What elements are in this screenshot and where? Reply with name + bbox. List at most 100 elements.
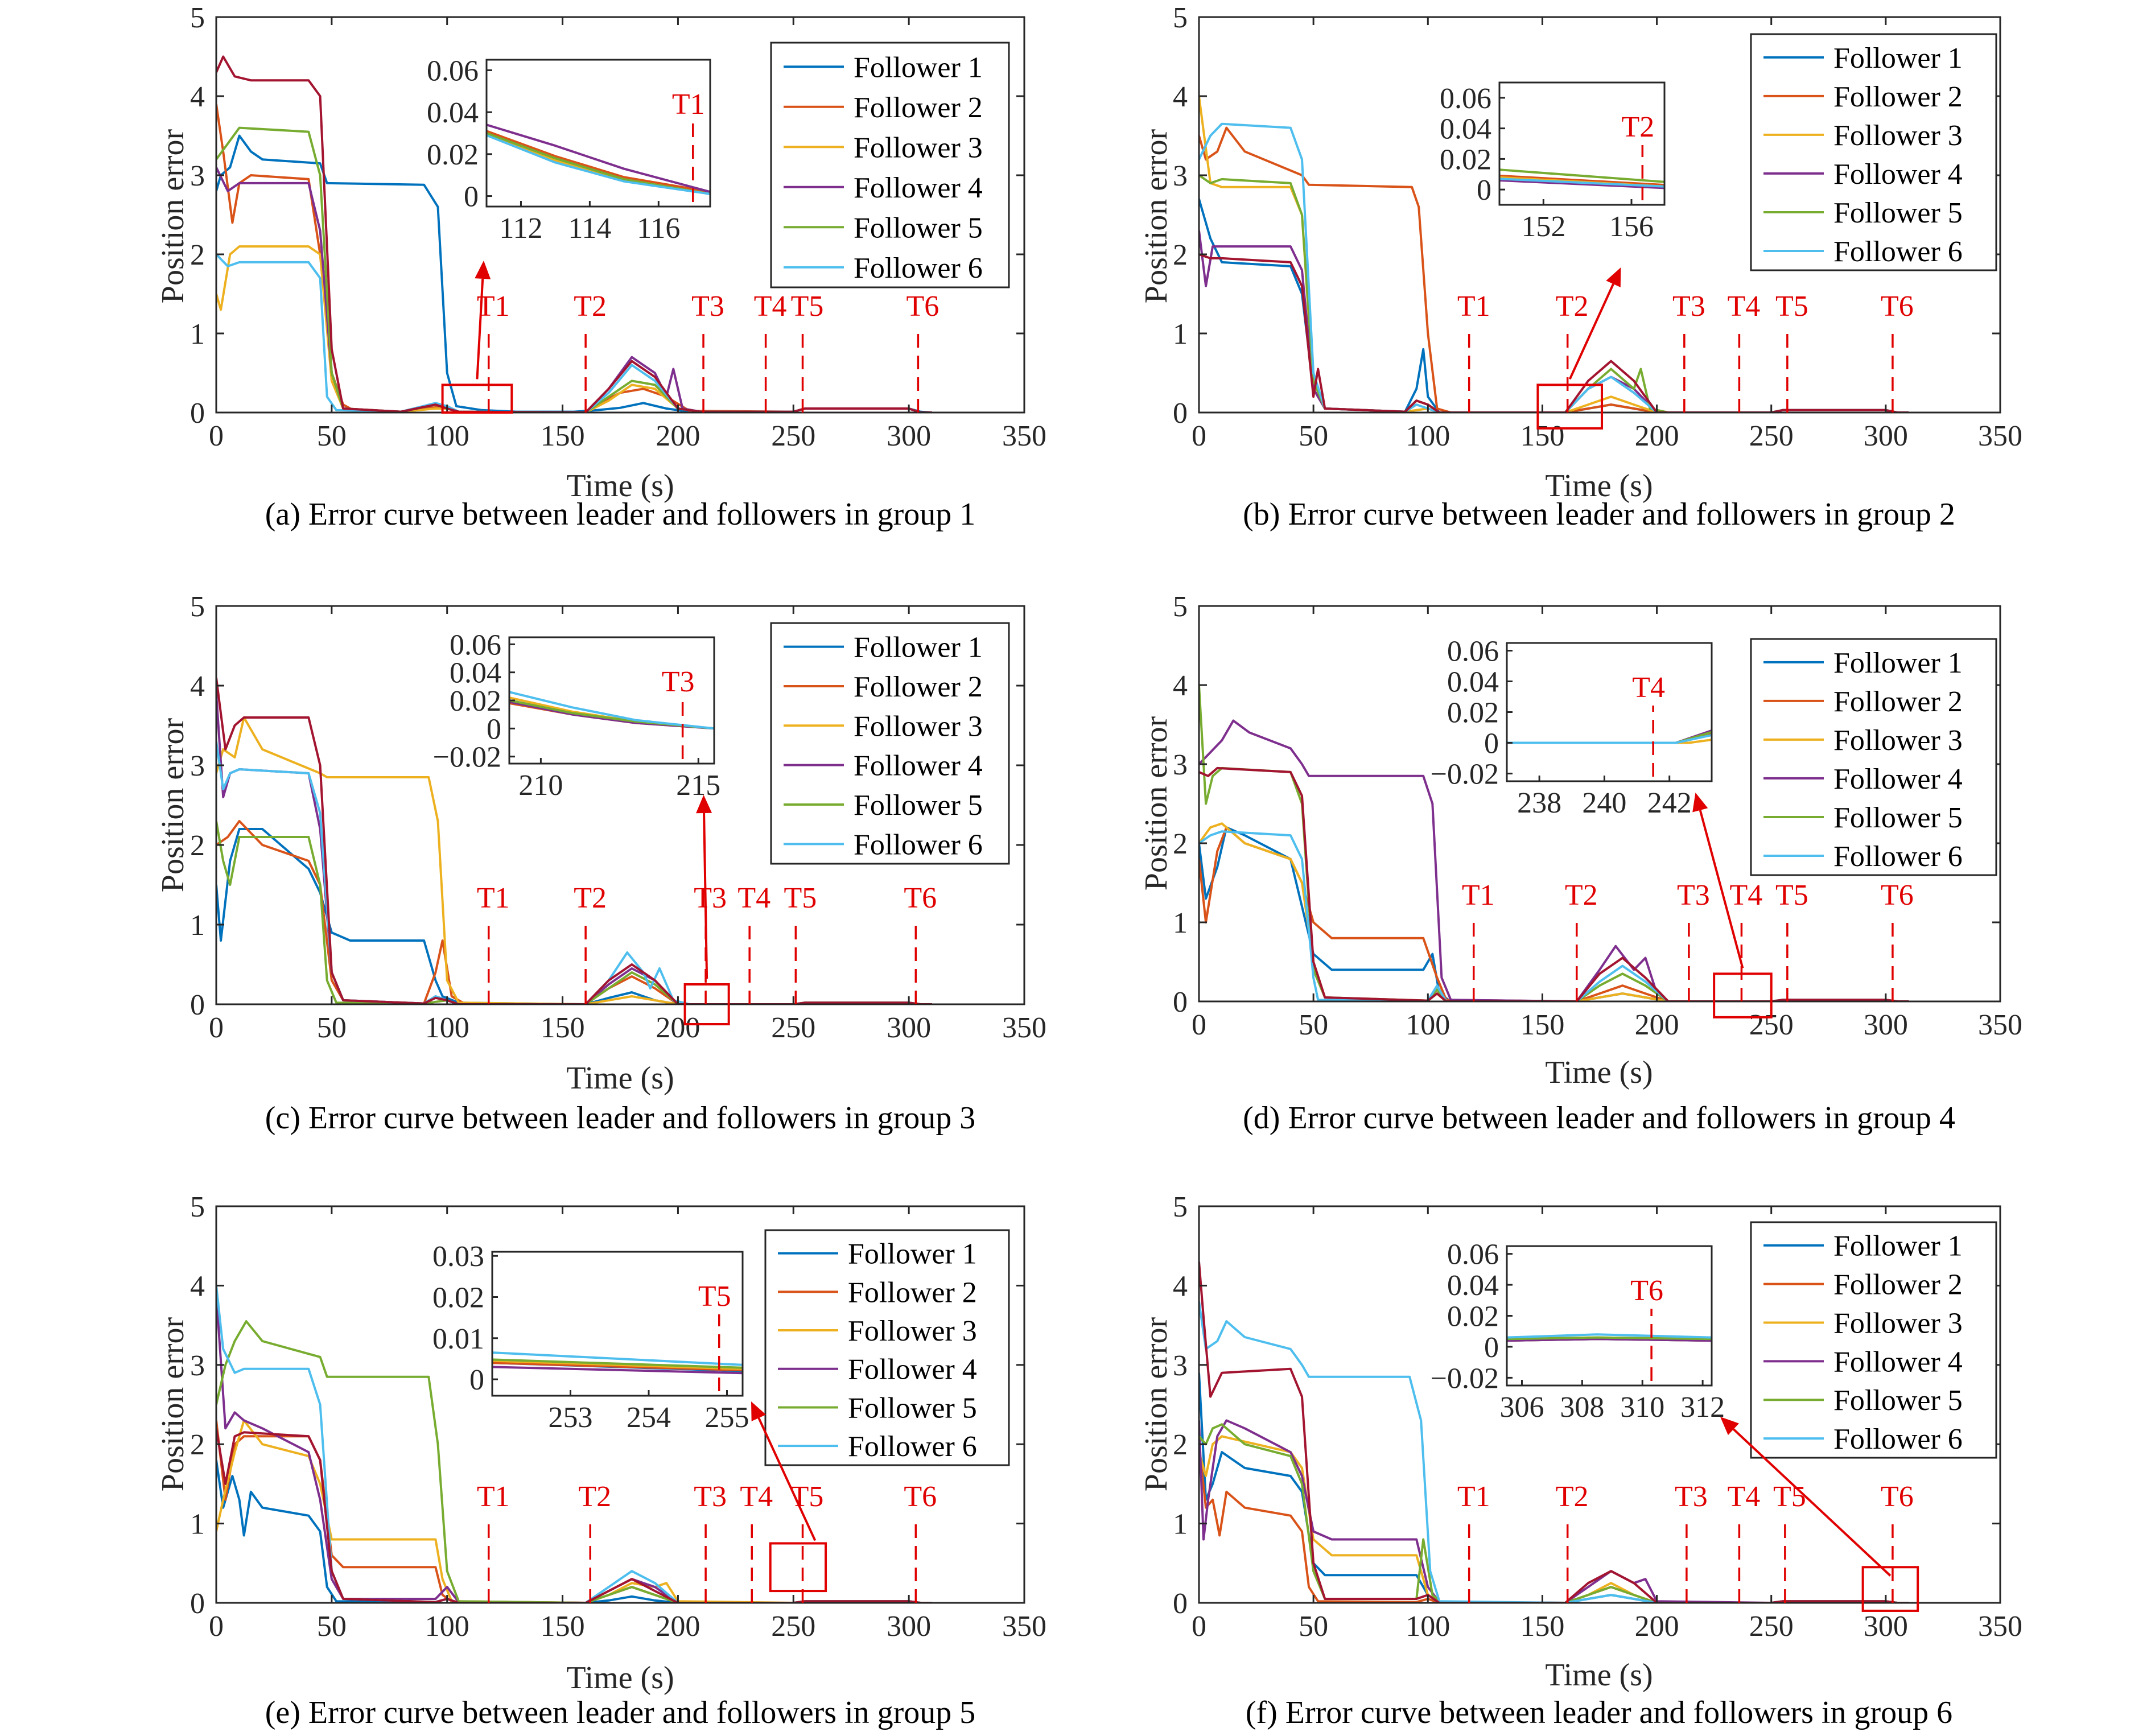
legend-label-6: Follower 6 [854,828,983,861]
inset-series-group [509,691,714,730]
legend-label-6: Follower 6 [1833,1423,1963,1455]
inset-y-tick-label: 0.02 [1447,1301,1499,1333]
marker-label-t1: T1 [1462,879,1495,912]
y-tick-label: 2 [190,1429,205,1461]
inset-y-tick-label: 0.06 [1440,83,1491,115]
subplot-caption: (b) Error curve between leader and follo… [1243,497,1955,532]
y-tick-label: 5 [190,1191,205,1223]
inset-x-tick-label: 312 [1680,1391,1725,1424]
subplot-caption: (d) Error curve between leader and follo… [1243,1100,1955,1136]
inset-series-group [492,1351,743,1375]
inset-series-line-6 [509,691,714,730]
marker-label-t2: T2 [1565,879,1598,912]
inset-y-tick-label: 0.04 [450,657,501,690]
inset-x-tick-label: 112 [499,212,542,245]
inset-x-tick-label: 156 [1609,211,1654,243]
series-line-6 [216,741,932,1004]
inset-background [487,60,710,207]
legend-label-3: Follower 3 [1833,1307,1963,1339]
series-line-7 [1199,253,1909,413]
inset-x-tick-label: 238 [1517,787,1561,819]
x-tick-label: 200 [656,1012,700,1044]
legend-label-6: Follower 6 [848,1430,977,1463]
y-tick-label: 5 [190,2,205,34]
marker-label-t1: T1 [1457,1481,1490,1513]
x-tick-label: 0 [209,1610,224,1643]
marker-label-t4: T4 [740,1481,773,1513]
x-tick-label: 150 [1520,1610,1564,1643]
subplot-5: 0 50 100 150 200 250 300 350 0 1 2 3 4 5 Time (s) Posit… [155,1191,1046,1730]
marker-label-t5: T5 [1775,290,1808,323]
inset-series-line-5 [1507,1336,1712,1341]
legend-label-1: Follower 1 [854,632,983,664]
x-axis-title: Time (s) [566,1660,674,1696]
zoom-arrow-line [757,1417,817,1541]
y-axis-title: Position error [155,1317,191,1491]
y-tick-label: 2 [190,239,205,271]
inset-x-tick-label: 242 [1647,787,1692,819]
legend-label-2: Follower 2 [854,92,983,124]
subplot-caption: (e) Error curve between leader and follo… [265,1695,976,1730]
marker-label-t4: T4 [1728,1481,1761,1513]
x-axis-title: Time (s) [566,468,674,504]
inset-x-tick-label: 255 [705,1401,749,1434]
inset-y-tick-label: 0 [1477,174,1491,207]
y-tick-label: 5 [190,591,205,623]
zoom-arrow-line [1699,810,1744,968]
axes-frame [1198,605,2001,1003]
x-tick-label: 150 [541,1012,585,1044]
x-tick-label: 0 [1192,1610,1206,1643]
inset-marker-label: T2 [1621,111,1654,143]
y-axis-title: Position error [1139,1317,1174,1491]
legend-label-1: Follower 1 [848,1238,977,1271]
inset-y-tick-label: 0.02 [450,685,501,718]
inset-y-tick-label: 0 [487,713,501,745]
inset-y-tick-label: 0 [464,181,479,213]
marker-label-t5: T5 [784,882,817,914]
y-tick-label: 3 [190,1350,205,1382]
marker-label-t6: T6 [1881,879,1914,912]
x-tick-label: 100 [1406,1009,1450,1041]
inset-series-line-2 [487,130,710,193]
y-tick-label: 1 [1173,1508,1188,1541]
y-tick-label: 4 [190,81,205,113]
legend-label-1: Follower 1 [1833,42,1963,75]
x-tick-label: 300 [887,420,931,452]
inset-y-tick-label: 0.06 [450,629,501,661]
subplot-caption: (f) Error curve between leader and follo… [1246,1695,1952,1730]
inset-series-line-4 [492,1366,743,1375]
x-tick-label: 50 [1299,1009,1328,1041]
y-axis-title: Position error [1139,129,1174,303]
subplot-6: 0 50 100 150 200 250 300 350 0 1 2 3 4 5 Time (s) Posit… [1139,1191,2022,1730]
marker-label-t5: T5 [791,290,824,323]
zoom-region-box [683,983,730,1025]
legend-label-4: Follower 4 [854,172,983,204]
marker-label-t6: T6 [906,290,939,323]
subplot-3: 0 50 100 150 200 250 300 350 0 1 2 3 4 5 Time (s) Posit… [155,591,1046,1136]
inset-y-tick-label: 0.06 [1447,636,1499,668]
inset-y-tick-label: 0.06 [1447,1239,1499,1271]
marker-label-t2: T2 [1556,290,1589,323]
x-axis-title: Time (s) [1545,1657,1653,1693]
legend-box [1750,1221,1997,1459]
inset-series-group [1499,168,1664,189]
x-tick-label: 250 [1749,420,1794,452]
inset-series-group [487,123,710,195]
x-tick-label: 50 [1299,1610,1328,1643]
axes-frame [1198,1205,2001,1604]
series-line-2 [1199,1444,1909,1603]
y-tick-label: 1 [190,318,205,351]
marker-label-t2: T2 [574,882,607,914]
y-tick-label: 1 [190,909,205,942]
inset-frame [1498,81,1666,206]
y-tick-label: 5 [1173,591,1188,623]
x-tick-label: 200 [656,420,700,452]
inset-x-tick-label: 116 [637,212,680,245]
x-tick-label: 150 [1520,1009,1564,1041]
x-tick-label: 200 [1635,420,1679,452]
subplot-caption: (a) Error curve between leader and follo… [265,497,976,532]
marker-label-t3: T3 [1672,290,1705,323]
inset-background [1507,1246,1712,1385]
